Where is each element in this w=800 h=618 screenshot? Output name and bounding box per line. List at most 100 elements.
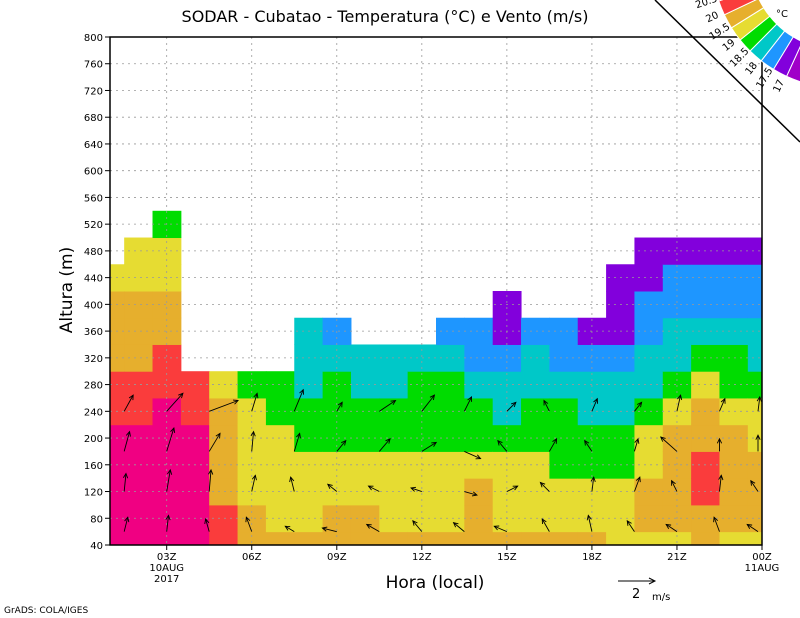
wind-arrow-head [635, 476, 641, 483]
wind-arrow [250, 430, 256, 452]
wind-arrow-head [390, 399, 397, 406]
wind-arrow [452, 521, 465, 532]
temperature-cell [606, 531, 635, 546]
wind-arrow [122, 472, 129, 492]
plot-frame [109, 36, 763, 546]
temperature-cell [521, 531, 550, 546]
wind-arrow [123, 394, 134, 412]
wind-arrow [293, 388, 304, 412]
wind-arrow [209, 399, 239, 412]
wind-arrow-shaft [336, 440, 347, 452]
wind-arrow-shaft [285, 525, 295, 533]
legend-label: 18 [744, 60, 761, 77]
wind-arrow-shaft [634, 438, 639, 452]
wind-arrow [336, 439, 347, 452]
wind-arrow-head [659, 436, 666, 442]
wind-arrow-head [475, 454, 482, 460]
wind-arrow [165, 514, 171, 532]
y-tick-label: 120 [84, 488, 103, 499]
wind-arrow-shaft [412, 520, 423, 532]
temperature-cell [747, 264, 763, 292]
wind-arrow [251, 474, 257, 492]
temperature-cell [719, 451, 749, 479]
wind-arrow-shaft [750, 480, 759, 492]
x-tick-label: 21Z [667, 552, 687, 563]
wind-arrow [421, 441, 438, 452]
wind-arrow-head [636, 401, 643, 408]
wind-arrow [626, 519, 635, 532]
x-tick-date: 11AUG [745, 563, 780, 574]
y-tick-label: 200 [84, 434, 103, 445]
chart-title: SODAR - Cubatao - Temperatura (°C) e Ven… [182, 7, 589, 26]
wind-arrow-head [128, 394, 134, 401]
wind-arrow-head [543, 399, 549, 406]
wind-arrow-shaft [205, 518, 210, 532]
wind-arrow [539, 481, 550, 492]
wind-arrow-shaft [293, 433, 301, 452]
wind-arrow-head [341, 439, 347, 446]
wind-arrow-shaft [676, 395, 681, 412]
wind-vectors [122, 388, 762, 533]
temperature-field [110, 210, 763, 546]
x-tick-label: 12Z [412, 552, 432, 563]
wind-arrow [659, 436, 678, 452]
temperature-cell [577, 424, 607, 452]
wind-arrow [497, 439, 508, 452]
temperature-cell [747, 291, 763, 319]
wind-arrow-shaft [123, 517, 129, 532]
temperature-cell [719, 531, 749, 546]
wind-arrow-shaft [587, 515, 593, 532]
wind-arrow-shaft [290, 477, 295, 492]
wind-arrow-head [124, 516, 130, 523]
wind-arrow [336, 401, 343, 412]
wind-arrow-head [512, 485, 519, 491]
wind-arrow-shaft [251, 475, 256, 492]
temperature-cell [747, 371, 763, 399]
wind-arrow-head [250, 430, 256, 437]
wind-arrow-head [586, 514, 592, 521]
wind-arrow [671, 479, 678, 492]
wind-arrow-head [204, 518, 210, 525]
wind-arrow-head [665, 523, 672, 529]
temperature-cell [747, 424, 763, 452]
wind-arrow-head [471, 491, 478, 497]
temperature-cell [747, 478, 763, 506]
wind-arrow-shaft [368, 485, 380, 492]
temperature-cell [407, 531, 437, 546]
wind-arrow [464, 451, 482, 460]
wind-arrow-head [467, 395, 473, 402]
wind-arrow-shaft [327, 483, 338, 492]
wind-arrow [464, 491, 478, 497]
y-tick-label: 680 [84, 113, 103, 124]
y-tick-label: 760 [84, 60, 103, 71]
wind-arrow-shaft [209, 400, 239, 412]
wind-arrow-shaft [671, 480, 678, 492]
temperature-cell [719, 504, 749, 533]
wind-arrow-head [634, 437, 640, 444]
wind-arrow [166, 427, 176, 452]
temperature-cell [577, 531, 607, 546]
wind-arrow-head [245, 516, 251, 523]
wind-arrow-head [493, 525, 500, 531]
wind-arrow [166, 392, 184, 412]
wind-arrow [493, 525, 508, 533]
wind-arrow [634, 401, 643, 412]
y-tick-label: 360 [84, 327, 103, 338]
temperature-cell [110, 531, 125, 546]
x-tick-label: 15Z [497, 552, 517, 563]
wind-arrow-shaft [584, 440, 593, 452]
wind-arrow-head [746, 523, 753, 529]
wind-arrow [123, 516, 130, 532]
legend-color-band [717, 0, 724, 2]
wind-arrow-head [284, 525, 291, 531]
wind-arrow [756, 395, 762, 412]
wind-arrow-shaft [660, 436, 678, 452]
wind-arrow-head [539, 481, 546, 488]
wind-arrow-shaft [463, 396, 472, 412]
wind-arrow-head [677, 394, 683, 401]
temperature-cell [719, 424, 749, 452]
wind-arrow [410, 486, 422, 492]
wind-arrow-head [541, 518, 547, 525]
